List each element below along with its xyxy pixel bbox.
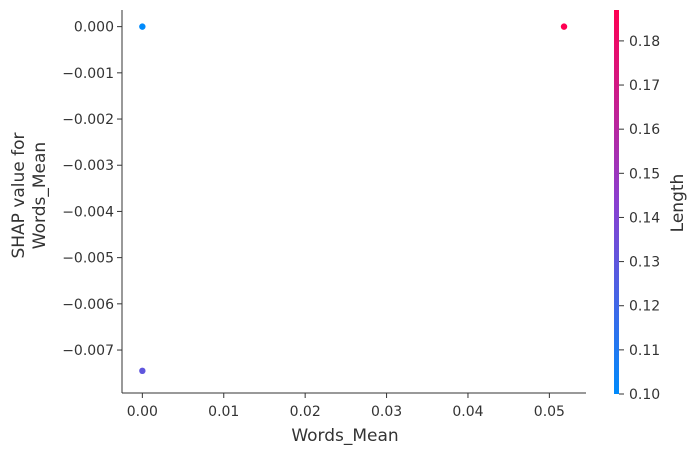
colorbar-tick-label: 0.16: [629, 122, 660, 138]
colorbar-tick-label: 0.11: [629, 343, 660, 359]
scatter-point: [139, 23, 146, 30]
x-tick-label: 0.03: [371, 404, 402, 420]
colorbar-tick-label: 0.13: [629, 255, 660, 271]
x-tick-label: 0.00: [127, 404, 158, 420]
y-tick-label: −0.007: [62, 343, 114, 359]
colorbar-tick-label: 0.10: [629, 387, 660, 403]
colorbar-tick-label: 0.17: [629, 78, 660, 94]
y-tick-label: 0.000: [74, 20, 114, 36]
y-tick-label: −0.004: [62, 204, 114, 220]
colorbar: 0.10 0.11 0.12 0.13 0.14 0.15 0.16 0.17 0.18 Leng…: [614, 10, 688, 403]
x-tick-label: 0.02: [290, 404, 321, 420]
colorbar-label: Length: [668, 174, 688, 233]
scatter-point: [560, 23, 568, 30]
y-tick-label: −0.006: [62, 297, 114, 313]
x-tick-label: 0.05: [534, 404, 565, 420]
y-axis-title-line: SHAP value for: [9, 132, 29, 258]
x-tick-label: 0.01: [208, 404, 239, 420]
y-tick-label: −0.001: [62, 66, 114, 82]
y-axis-title-line: Words_Mean: [30, 142, 50, 249]
scatter-point: [139, 367, 146, 375]
colorbar-tick-label: 0.18: [629, 34, 660, 50]
x-axis-title: Words_Mean: [291, 426, 398, 446]
colorbar-tick-label: 0.15: [629, 166, 660, 182]
y-tick-label: −0.003: [62, 158, 114, 174]
colorbar-tick-label: 0.14: [629, 210, 660, 226]
x-tick-label: 0.04: [452, 404, 483, 420]
colorbar-tick-label: 0.12: [629, 299, 660, 315]
colorbar-gradient: [614, 10, 619, 394]
plot-area: 0.00 0.01 0.02 0.03 0.04 0.05 0.000 −0.001 −0.00…: [9, 10, 586, 446]
y-tick-label: −0.005: [62, 251, 114, 267]
y-tick-label: −0.002: [62, 112, 114, 128]
